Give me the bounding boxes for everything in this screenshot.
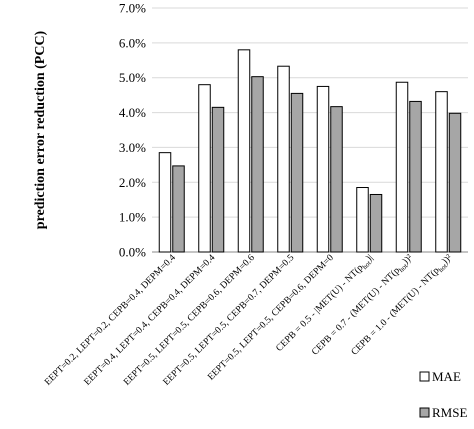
- x-category-labels: EEPT=0.2, LEPT=0.2, CEPB=0.4, DEPM=0.4EE…: [42, 252, 454, 388]
- legend-swatch-rmse: [419, 407, 430, 418]
- bar-mae: [395, 81, 409, 253]
- y-tick-label: 2.0%: [119, 175, 146, 190]
- y-tick-label: 6.0%: [119, 35, 146, 50]
- y-tick-labels: 0.0% 1.0% 2.0% 3.0% 4.0% 5.0% 6.0% 7.0%: [119, 1, 146, 260]
- bar-mae: [356, 187, 369, 253]
- bar-rmse: [251, 76, 264, 253]
- y-tick-label: 0.0%: [119, 245, 146, 260]
- bar-rmse: [172, 165, 185, 253]
- y-tick-label: 5.0%: [119, 70, 146, 85]
- bar-rmse: [330, 106, 343, 253]
- bar-rmse: [290, 92, 304, 253]
- bar-mae: [277, 65, 290, 253]
- y-tick-label: 4.0%: [119, 105, 146, 120]
- y-tick-label: 3.0%: [119, 140, 146, 155]
- bars: [158, 49, 462, 253]
- bar-rmse: [211, 106, 225, 253]
- y-tick-label: 7.0%: [119, 1, 146, 16]
- bar-rmse: [369, 193, 383, 253]
- bar-mae: [316, 85, 330, 253]
- legend-label-mae: MAE: [432, 369, 461, 384]
- bar-rmse: [448, 112, 462, 253]
- y-tick-label: 1.0%: [119, 210, 146, 225]
- legend-label-rmse: RMSE: [432, 405, 467, 420]
- legend-swatch-mae: [419, 371, 430, 382]
- bar-mae: [435, 91, 448, 253]
- x-category-label: EEPT=0.2, LEPT=0.2, CEPB=0.4, DEPM=0.4: [42, 252, 178, 388]
- y-axis-label: prediction error reduction (PCC): [33, 30, 48, 229]
- bar-rmse: [409, 100, 422, 253]
- bar-mae: [198, 84, 211, 253]
- legend: MAE RMSE: [419, 369, 467, 420]
- bar-mae: [158, 152, 172, 253]
- bar-mae: [237, 49, 251, 253]
